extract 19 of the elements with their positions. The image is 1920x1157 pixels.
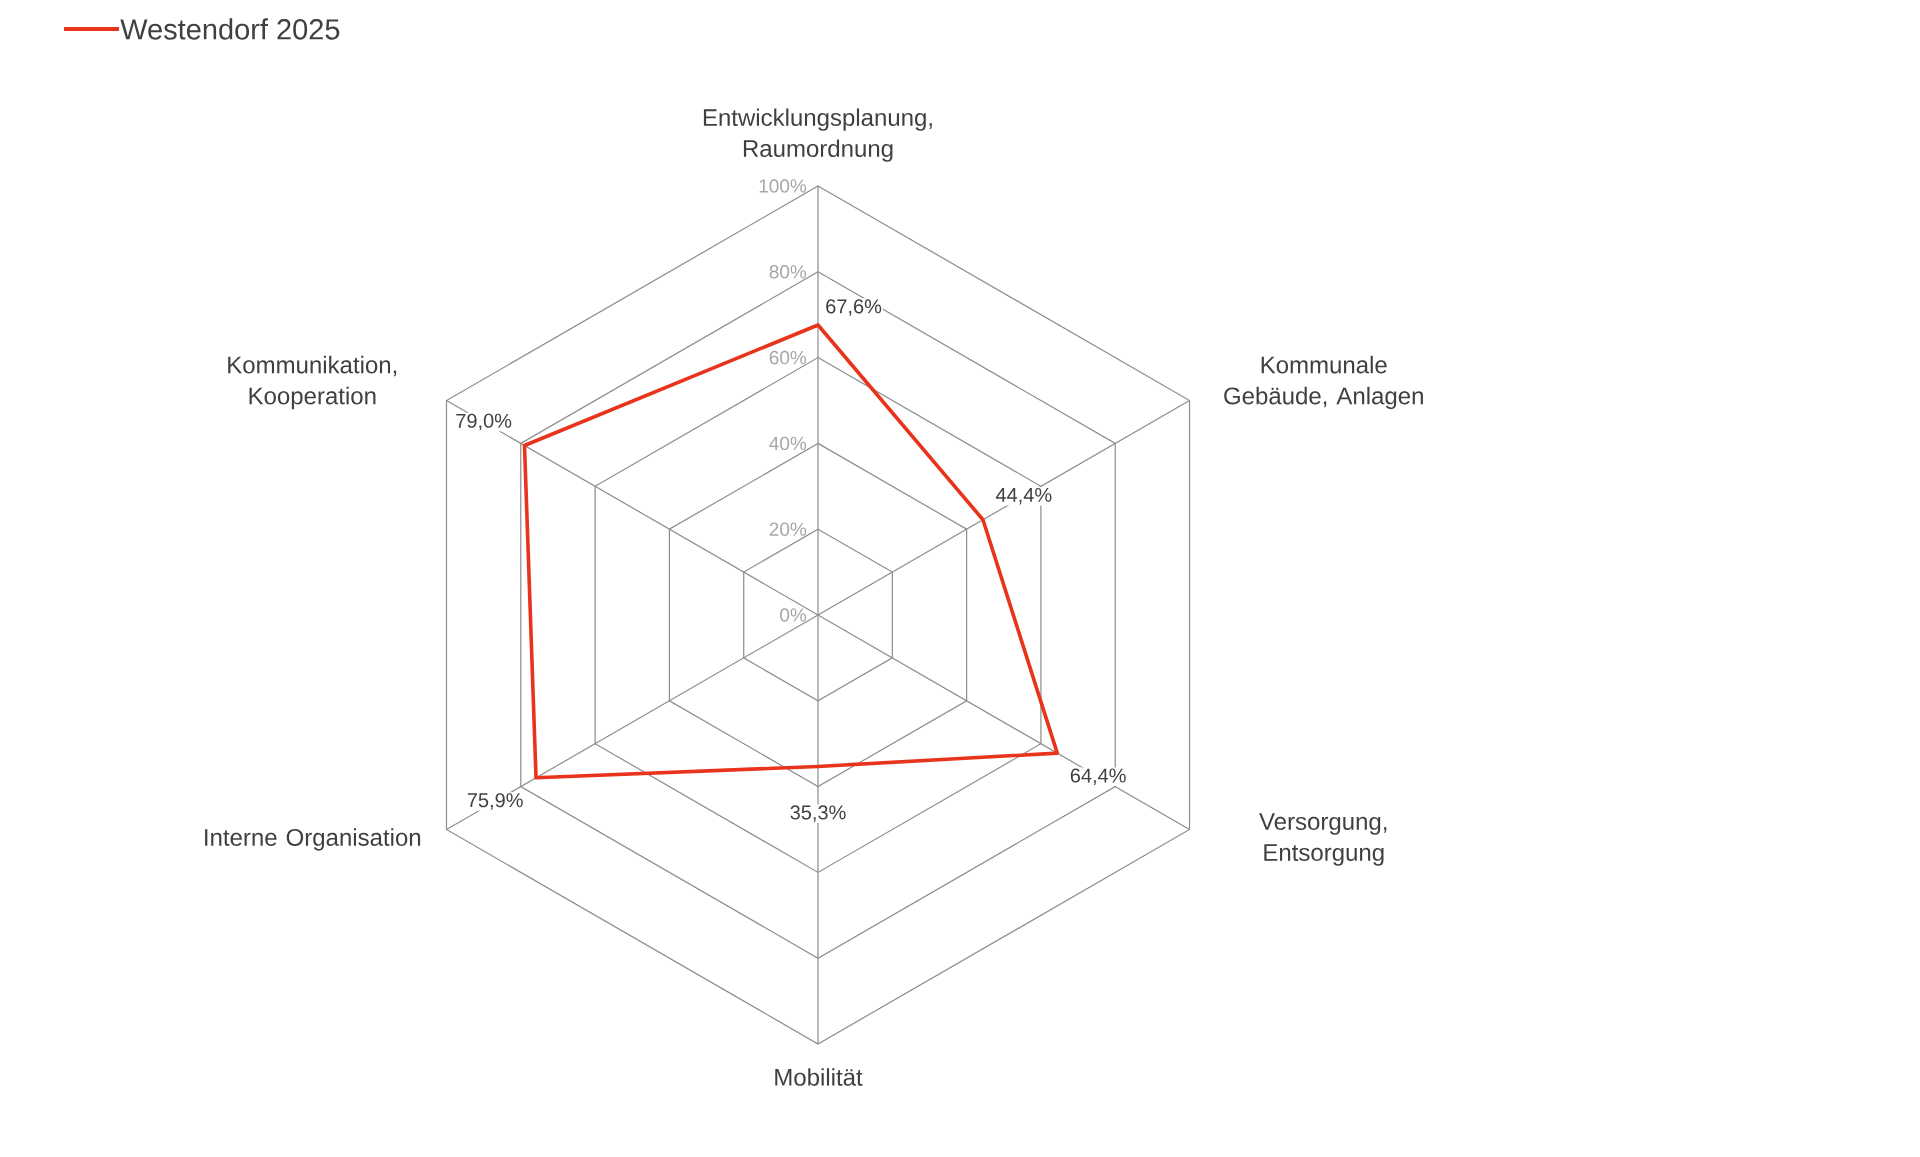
data-label: 75,9% xyxy=(467,793,523,810)
data-label: 79,0% xyxy=(456,413,512,431)
spoke-label: Interne Organisation xyxy=(205,828,421,851)
data-label: 44,4% xyxy=(995,487,1052,505)
data-label: 67,6% xyxy=(826,299,882,316)
data-label: 35,3% xyxy=(790,805,846,822)
legend-label: Westendorf 2025 xyxy=(120,18,340,40)
spoke-label: Kommunikation, Kooperation xyxy=(228,355,397,410)
y-tick-label: 20% xyxy=(769,522,807,536)
y-tick-label: 0% xyxy=(780,608,807,622)
spoke-label: Versorgung, Entsorgung xyxy=(1259,813,1387,866)
spoke-label: Mobilität xyxy=(775,1068,863,1086)
spoke-label: Entwicklungsplanung, Raumordnung xyxy=(703,108,932,162)
y-tick-label: 60% xyxy=(769,350,807,365)
spoke-label: Kommunale Gebäude, Anlagen xyxy=(1224,355,1423,410)
y-tick-label: 40% xyxy=(769,436,807,451)
data-label: 64,4% xyxy=(1070,768,1126,785)
y-tick-label: 80% xyxy=(769,265,807,279)
y-tick-label: 100% xyxy=(759,179,807,193)
